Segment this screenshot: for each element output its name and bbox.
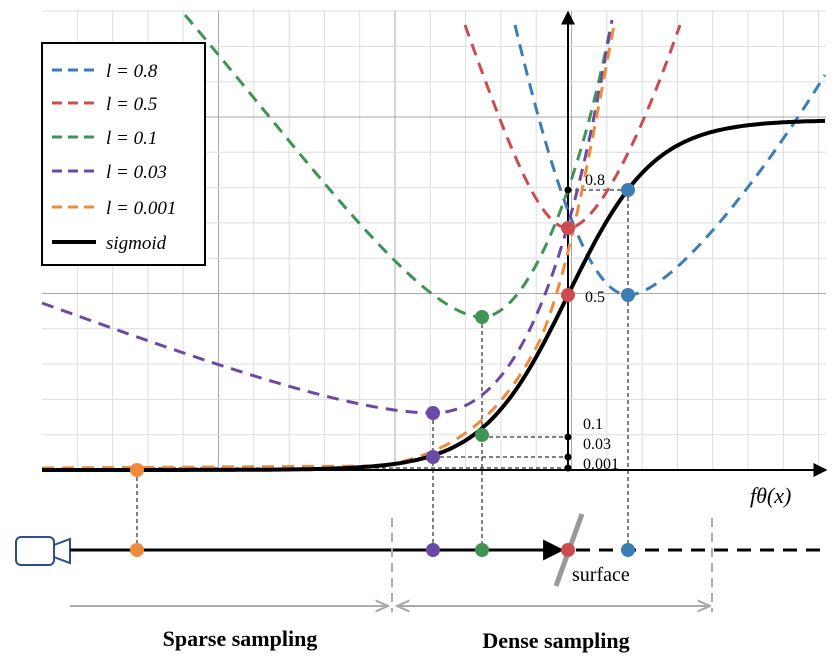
legend-label: l = 0.8 xyxy=(106,61,158,82)
guides xyxy=(136,189,629,550)
value-label: 0.8 xyxy=(585,172,605,189)
ray-samples xyxy=(130,543,635,557)
surface-label: surface xyxy=(572,564,630,586)
axis-dot xyxy=(564,186,572,194)
value-label: 0.001 xyxy=(583,456,619,473)
camera xyxy=(15,536,55,566)
value-label: 0.5 xyxy=(585,289,605,306)
sample-dot xyxy=(561,221,575,235)
sample-dot xyxy=(475,428,489,442)
range-bound xyxy=(391,518,713,612)
legend-label: l = 0.03 xyxy=(106,162,167,183)
camera-lens xyxy=(53,537,71,565)
axis-dot xyxy=(564,464,572,472)
legend: l = 0.8 l = 0.5 l = 0.1 l = 0.03 l = 0.001 si… xyxy=(52,61,176,254)
sample-dot xyxy=(475,310,489,324)
axis-label: fθ(x) xyxy=(750,483,791,508)
sample-dot xyxy=(426,406,440,420)
loss-curve xyxy=(41,19,617,470)
legend-label: l = 0.1 xyxy=(106,128,157,149)
grid xyxy=(42,10,826,470)
sparse-label: Sparse sampling xyxy=(163,626,318,651)
sample-dot xyxy=(561,288,575,302)
ray-dot xyxy=(621,543,635,557)
axis-dot xyxy=(564,453,572,461)
value-label: 0.03 xyxy=(583,436,611,453)
dense-label: Dense sampling xyxy=(482,628,629,653)
sample-dot xyxy=(621,183,635,197)
ray-dot xyxy=(426,543,440,557)
sample-dot xyxy=(621,288,635,302)
dots xyxy=(130,183,635,477)
loss-curve xyxy=(513,24,827,297)
legend-box xyxy=(41,42,206,266)
loss-curve xyxy=(463,24,682,230)
ray-dot xyxy=(561,543,575,557)
ray-dot xyxy=(130,543,144,557)
legend-label: l = 0.5 xyxy=(106,94,157,115)
axis-dot xyxy=(564,433,572,441)
legend-label: l = 0.001 xyxy=(106,198,176,219)
value-label: 0.1 xyxy=(583,416,603,433)
loss-curve xyxy=(183,14,612,319)
ray-dot xyxy=(475,543,489,557)
sample-dot xyxy=(426,450,440,464)
sample-dot xyxy=(130,463,144,477)
legend-label: sigmoid xyxy=(106,233,167,254)
